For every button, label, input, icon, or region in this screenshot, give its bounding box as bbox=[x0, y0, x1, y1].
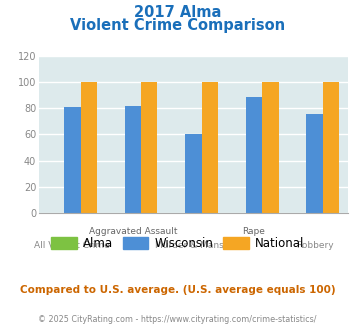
Text: Violent Crime Comparison: Violent Crime Comparison bbox=[70, 18, 285, 33]
Bar bbox=[125, 106, 141, 213]
Text: Aggravated Assault: Aggravated Assault bbox=[89, 227, 177, 236]
Bar bbox=[246, 97, 262, 213]
Legend: Alma, Wisconsin, National: Alma, Wisconsin, National bbox=[47, 232, 308, 255]
Bar bbox=[202, 82, 218, 213]
Text: 2017 Alma: 2017 Alma bbox=[134, 5, 221, 20]
Bar bbox=[262, 82, 279, 213]
Bar bbox=[323, 82, 339, 213]
Text: Murder & Mans...: Murder & Mans... bbox=[155, 241, 232, 249]
Text: Rape: Rape bbox=[242, 227, 266, 236]
Text: Robbery: Robbery bbox=[296, 241, 333, 249]
Bar bbox=[306, 114, 323, 213]
Bar bbox=[185, 135, 202, 213]
Bar bbox=[141, 82, 158, 213]
Text: © 2025 CityRating.com - https://www.cityrating.com/crime-statistics/: © 2025 CityRating.com - https://www.city… bbox=[38, 315, 317, 324]
Text: Compared to U.S. average. (U.S. average equals 100): Compared to U.S. average. (U.S. average … bbox=[20, 285, 335, 295]
Bar bbox=[64, 107, 81, 213]
Bar bbox=[81, 82, 97, 213]
Text: All Violent Crime: All Violent Crime bbox=[34, 241, 110, 249]
